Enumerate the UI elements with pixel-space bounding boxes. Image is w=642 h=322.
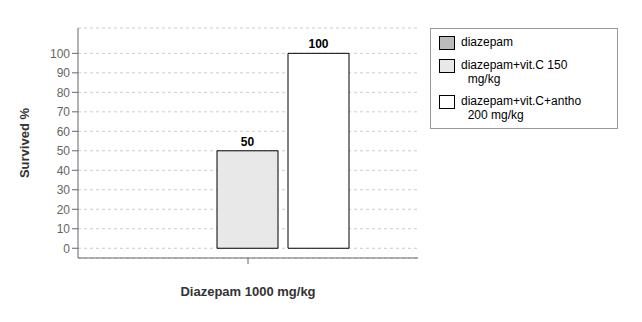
svg-text:100: 100	[50, 47, 70, 61]
svg-text:Diazepam 1000 mg/kg: Diazepam 1000 mg/kg	[180, 284, 315, 299]
svg-text:20: 20	[57, 203, 71, 217]
svg-text:80: 80	[57, 86, 71, 100]
html-text:diazepam+vit.C+antho 200 mg/kg: diazepam+vit.C+antho 200 mg/kg	[461, 94, 582, 122]
svg-text:40: 40	[57, 164, 71, 178]
svg-text:50: 50	[241, 135, 255, 149]
svg-text:100: 100	[308, 37, 328, 51]
svg-text:0: 0	[63, 242, 70, 256]
svg-text:70: 70	[57, 105, 71, 119]
svg-text:10: 10	[57, 222, 71, 236]
svg-text:50: 50	[57, 144, 71, 158]
svg-text:30: 30	[57, 183, 71, 197]
html-text:diazepam: diazepam	[461, 35, 513, 49]
svg-text:60: 60	[57, 125, 71, 139]
svg-text:90: 90	[57, 66, 71, 80]
svg-text:Survived %: Survived %	[17, 108, 32, 179]
html-text:diazepam+vit.C 150 mg/kg: diazepam+vit.C 150 mg/kg	[461, 58, 568, 86]
